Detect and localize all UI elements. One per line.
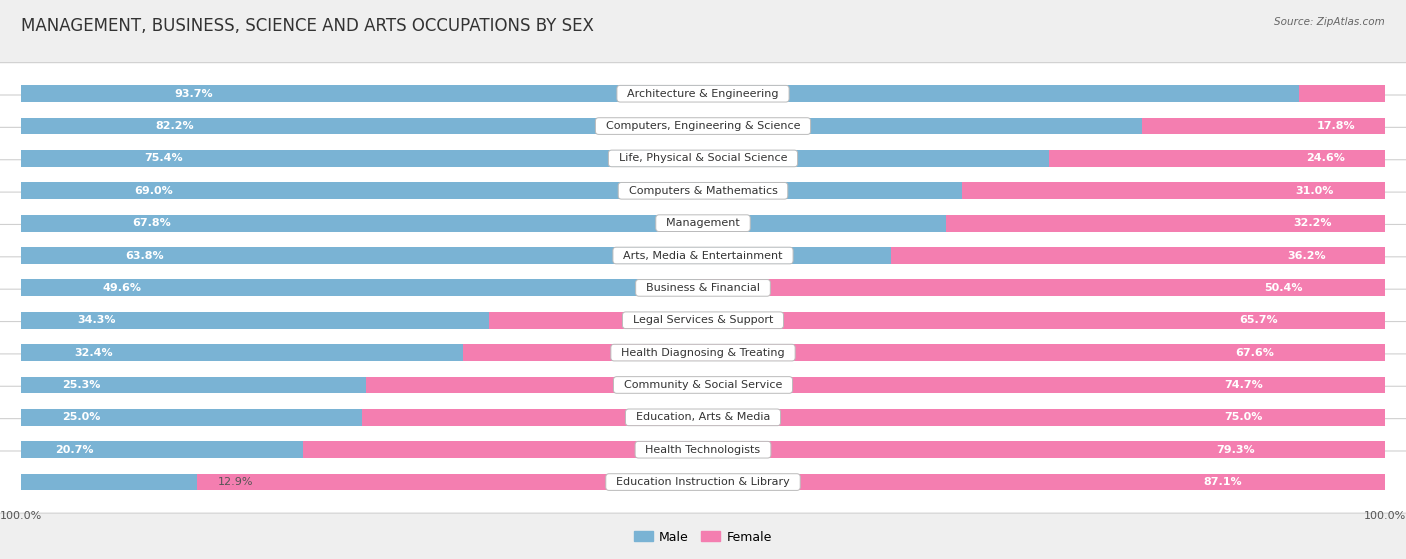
FancyBboxPatch shape (0, 127, 1406, 190)
Text: MANAGEMENT, BUSINESS, SCIENCE AND ARTS OCCUPATIONS BY SEX: MANAGEMENT, BUSINESS, SCIENCE AND ARTS O… (21, 17, 593, 35)
Text: Computers & Mathematics: Computers & Mathematics (621, 186, 785, 196)
Bar (21, 377, 366, 394)
Text: 36.2%: 36.2% (1286, 250, 1326, 260)
Bar (21, 182, 962, 199)
Text: Health Diagnosing & Treating: Health Diagnosing & Treating (614, 348, 792, 358)
Text: Architecture & Engineering: Architecture & Engineering (620, 89, 786, 99)
Text: 50.4%: 50.4% (1264, 283, 1302, 293)
Text: Source: ZipAtlas.com: Source: ZipAtlas.com (1274, 17, 1385, 27)
Text: 65.7%: 65.7% (1239, 315, 1278, 325)
Text: 82.2%: 82.2% (156, 121, 194, 131)
Bar (304, 441, 1385, 458)
Text: 93.7%: 93.7% (174, 89, 214, 99)
Text: 20.7%: 20.7% (55, 445, 93, 454)
Text: 25.0%: 25.0% (62, 413, 100, 423)
Text: Management: Management (659, 218, 747, 228)
Text: Life, Physical & Social Science: Life, Physical & Social Science (612, 153, 794, 163)
Bar (463, 344, 1385, 361)
Bar (21, 280, 697, 296)
Text: 63.8%: 63.8% (125, 250, 165, 260)
Bar (21, 117, 1142, 135)
Legend: Male, Female: Male, Female (630, 525, 776, 548)
Text: Education, Arts & Media: Education, Arts & Media (628, 413, 778, 423)
Text: 74.7%: 74.7% (1223, 380, 1263, 390)
Bar (1299, 86, 1385, 102)
Text: 17.8%: 17.8% (1317, 121, 1355, 131)
FancyBboxPatch shape (0, 451, 1406, 513)
Bar (21, 312, 489, 329)
Bar (946, 215, 1385, 231)
Text: 79.3%: 79.3% (1216, 445, 1256, 454)
FancyBboxPatch shape (0, 160, 1406, 222)
FancyBboxPatch shape (0, 63, 1406, 125)
Bar (1049, 150, 1385, 167)
FancyBboxPatch shape (0, 386, 1406, 448)
Text: 67.8%: 67.8% (132, 218, 170, 228)
Bar (21, 441, 304, 458)
Bar (21, 150, 1049, 167)
Bar (21, 86, 1299, 102)
Bar (489, 312, 1385, 329)
FancyBboxPatch shape (0, 257, 1406, 319)
Text: Arts, Media & Entertainment: Arts, Media & Entertainment (616, 250, 790, 260)
Text: 24.6%: 24.6% (1306, 153, 1344, 163)
Bar (1142, 117, 1385, 135)
FancyBboxPatch shape (0, 419, 1406, 481)
Bar (363, 409, 1385, 426)
Bar (962, 182, 1385, 199)
Text: 31.0%: 31.0% (1296, 186, 1334, 196)
Text: 87.1%: 87.1% (1204, 477, 1243, 487)
FancyBboxPatch shape (0, 192, 1406, 254)
Text: 34.3%: 34.3% (77, 315, 115, 325)
Text: 69.0%: 69.0% (134, 186, 173, 196)
Text: 49.6%: 49.6% (103, 283, 141, 293)
Text: 25.3%: 25.3% (62, 380, 101, 390)
Bar (21, 473, 197, 490)
Text: Computers, Engineering & Science: Computers, Engineering & Science (599, 121, 807, 131)
FancyBboxPatch shape (0, 354, 1406, 416)
Text: Education Instruction & Library: Education Instruction & Library (609, 477, 797, 487)
FancyBboxPatch shape (0, 225, 1406, 287)
Bar (21, 247, 891, 264)
Text: 12.9%: 12.9% (218, 477, 253, 487)
Text: Community & Social Service: Community & Social Service (617, 380, 789, 390)
Bar (197, 473, 1385, 490)
Text: Business & Financial: Business & Financial (638, 283, 768, 293)
Bar (21, 409, 363, 426)
FancyBboxPatch shape (0, 95, 1406, 157)
Bar (21, 215, 946, 231)
Bar (891, 247, 1385, 264)
Text: 32.4%: 32.4% (75, 348, 112, 358)
FancyBboxPatch shape (0, 289, 1406, 351)
Text: 75.0%: 75.0% (1223, 413, 1263, 423)
Text: Health Technologists: Health Technologists (638, 445, 768, 454)
Text: Legal Services & Support: Legal Services & Support (626, 315, 780, 325)
Text: 32.2%: 32.2% (1294, 218, 1333, 228)
Bar (366, 377, 1385, 394)
Bar (21, 344, 463, 361)
Text: 67.6%: 67.6% (1236, 348, 1274, 358)
Text: 75.4%: 75.4% (145, 153, 183, 163)
FancyBboxPatch shape (0, 321, 1406, 383)
Bar (697, 280, 1385, 296)
